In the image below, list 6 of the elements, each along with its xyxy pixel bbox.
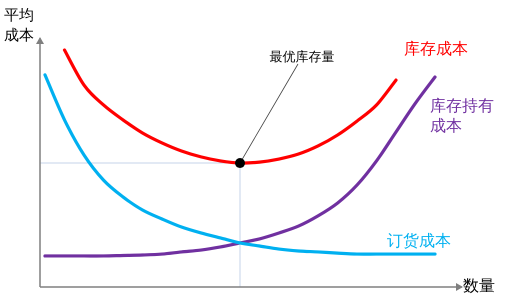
annotation: 最优库存量 xyxy=(270,50,334,65)
y-axis-title: 平均成本 xyxy=(4,6,34,44)
series-label: 库存持有成本 xyxy=(430,96,494,136)
x-axis-title: 数量 xyxy=(463,276,495,295)
series-label: 订货成本 xyxy=(387,231,451,250)
series-label: 库存成本 xyxy=(404,39,468,58)
